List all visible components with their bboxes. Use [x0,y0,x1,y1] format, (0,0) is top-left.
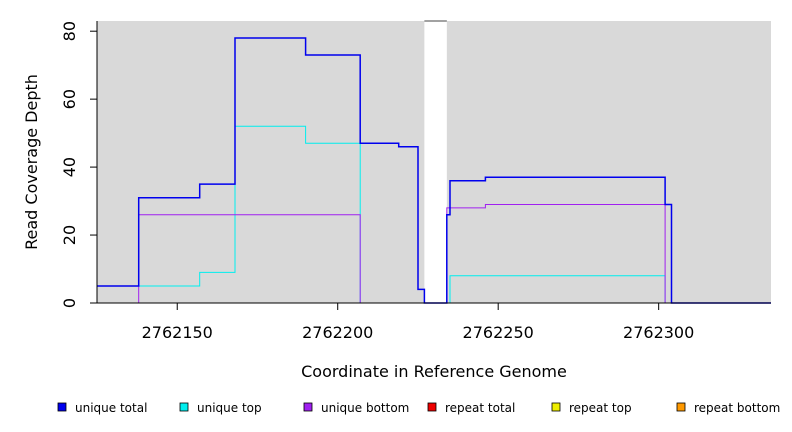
legend-label-unique-bottom: unique bottom [321,401,409,415]
x-tick-label: 2762200 [302,323,373,342]
series-line-unique-top [97,125,771,304]
legend: unique total unique top unique bottom repea… [57,401,780,415]
legend-swatch-unique-top [179,402,189,412]
legend-swatch-repeat-total [427,402,437,412]
axes: 2762150 2762200 2762250 2762300 0 20 40 60 80 [60,21,771,342]
legend-label-repeat-top: repeat top [569,401,632,415]
series-line-unique-total [97,37,771,304]
x-tick-label: 2762150 [142,323,213,342]
legend-swatch-unique-total [57,402,67,412]
legend-swatch-repeat-bottom [676,402,686,412]
legend-label-repeat-total: repeat total [445,401,515,415]
y-tick-label: 40 [60,157,79,177]
legend-swatch-repeat-top [551,402,561,412]
x-tick-label: 2762250 [463,323,534,342]
legend-label-unique-total: unique total [75,401,147,415]
x-tick-label: 2762300 [623,323,694,342]
legend-swatch-unique-bottom [303,402,313,412]
legend-label-unique-top: unique top [197,401,262,415]
y-axis-title: Read Coverage Depth [22,74,41,250]
gap-region [424,21,447,303]
y-tick-label: 60 [60,89,79,109]
plot-area [97,20,771,303]
legend-label-repeat-bottom: repeat bottom [694,401,780,415]
x-axis-title: Coordinate in Reference Genome [301,362,567,381]
y-tick-label: 80 [60,21,79,41]
y-tick-label: 0 [60,298,79,308]
y-tick-label: 20 [60,225,79,245]
